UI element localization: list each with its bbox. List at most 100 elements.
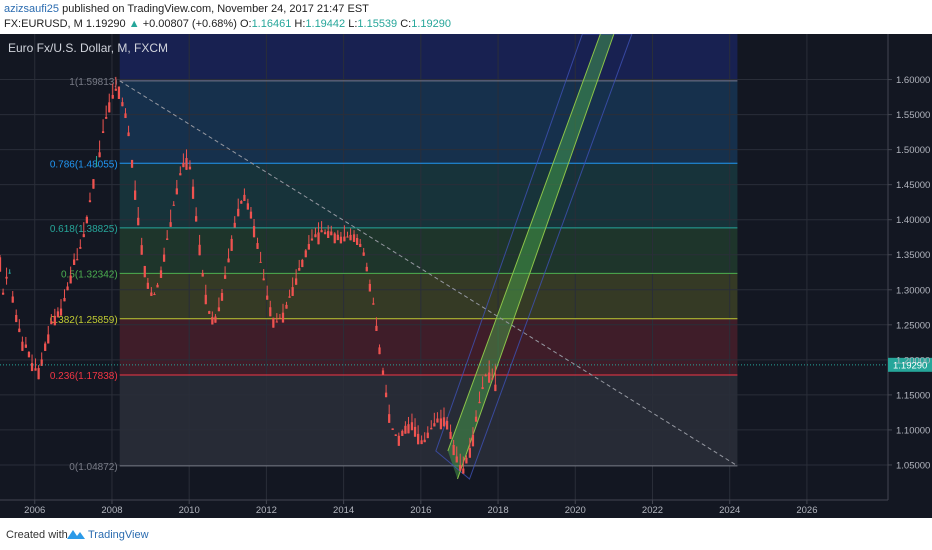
close-value: 1.19290	[411, 18, 451, 30]
candle	[281, 312, 285, 323]
candle	[185, 158, 188, 170]
time-tick-label: 2012	[256, 505, 277, 516]
candle	[237, 208, 240, 217]
candle	[223, 275, 227, 279]
candle	[262, 278, 265, 281]
time-tick-label: 2006	[24, 505, 45, 516]
candle	[162, 254, 166, 262]
time-tick-label: 2014	[333, 505, 354, 516]
candle	[298, 267, 301, 271]
publish-header: azizsaufi25 published on TradingView.com…	[0, 0, 932, 34]
candle	[146, 282, 149, 289]
fib-zone	[119, 374, 738, 466]
candle	[227, 258, 230, 263]
candle	[272, 317, 275, 328]
tradingview-brand-link[interactable]: TradingView	[88, 529, 149, 541]
candle	[15, 315, 18, 323]
channel-outer-band	[435, 33, 633, 480]
candle	[401, 430, 404, 436]
candle	[384, 392, 388, 398]
candle	[352, 234, 356, 242]
candle	[452, 444, 455, 456]
time-axis-bg	[0, 500, 932, 518]
candle	[433, 423, 436, 427]
candle	[82, 234, 85, 238]
candle	[285, 304, 288, 309]
candle	[269, 307, 272, 317]
candle	[114, 88, 117, 91]
candle	[201, 273, 204, 277]
candle	[417, 433, 420, 445]
candle	[63, 297, 66, 302]
candle	[455, 456, 458, 463]
candle	[301, 259, 304, 268]
fib-zone	[119, 163, 738, 228]
candle	[388, 414, 391, 423]
time-tick-label: 2022	[642, 505, 663, 516]
candle	[494, 384, 497, 392]
fib-trendline	[119, 80, 738, 467]
candle	[462, 468, 465, 474]
candle	[430, 427, 433, 430]
time-tick-label: 2018	[487, 505, 508, 516]
fib-level-label: 0.382(1.25859)	[50, 315, 118, 326]
close-label: C:	[400, 18, 412, 30]
candle	[59, 308, 63, 316]
candle	[413, 426, 417, 437]
price-tick-label: 1.30000	[896, 285, 930, 296]
candle	[404, 425, 407, 434]
candle	[295, 278, 298, 285]
publish-info: published on TradingView.com, November 2…	[62, 3, 369, 15]
candle	[259, 261, 262, 263]
candle	[291, 287, 294, 296]
candle	[445, 420, 449, 430]
candle	[391, 428, 394, 430]
candle	[27, 352, 31, 358]
candle	[169, 222, 172, 227]
open-value: 1.16461	[251, 18, 292, 30]
chart-svg[interactable]: 1(1.59813)0.786(1.48055)0.618(1.38825)0.…	[0, 33, 932, 518]
candle	[117, 86, 121, 99]
candle	[230, 238, 233, 251]
candle	[1, 292, 5, 295]
candle	[198, 244, 201, 256]
candle	[471, 434, 475, 447]
candle	[288, 296, 291, 298]
candle	[372, 303, 375, 305]
candle	[397, 435, 400, 446]
price-axis-bg	[888, 34, 932, 518]
author-link[interactable]: azizsaufi25	[4, 3, 60, 15]
candle	[50, 321, 53, 325]
candle	[339, 236, 343, 244]
trendline-group	[119, 80, 738, 467]
candle	[468, 448, 471, 458]
candle	[95, 165, 98, 167]
fib-level-label: 0(1.04872)	[69, 462, 117, 473]
candle	[478, 401, 481, 404]
candle	[53, 315, 56, 326]
candle	[5, 276, 8, 279]
fib-level-label: 0.5(1.32342)	[61, 269, 118, 280]
candle	[34, 368, 37, 371]
candle	[208, 311, 211, 314]
candle	[73, 259, 76, 265]
candle	[88, 200, 92, 203]
candle	[420, 440, 423, 445]
fib-zone-top	[119, 34, 738, 81]
candle	[240, 200, 243, 204]
candle	[217, 307, 221, 312]
candle	[182, 162, 185, 168]
candle	[304, 250, 307, 258]
candle	[365, 266, 368, 272]
current-price-label: 1.19290	[893, 360, 927, 371]
candle	[474, 416, 478, 422]
price-tick-label: 1.55000	[896, 110, 930, 121]
candle	[333, 233, 336, 244]
candle	[252, 226, 256, 238]
candle	[0, 257, 2, 272]
candle	[37, 368, 40, 380]
chart-area[interactable]: 1(1.59813) 0.786(1.48055) 0.618(1.38825) 0.…	[0, 33, 932, 518]
channel-upper-line	[447, 33, 601, 452]
candle	[266, 295, 269, 300]
symbol-legend: FX:EURUSD, M 1.19290 ▲ +0.00807 (+0.68%)…	[4, 18, 451, 30]
